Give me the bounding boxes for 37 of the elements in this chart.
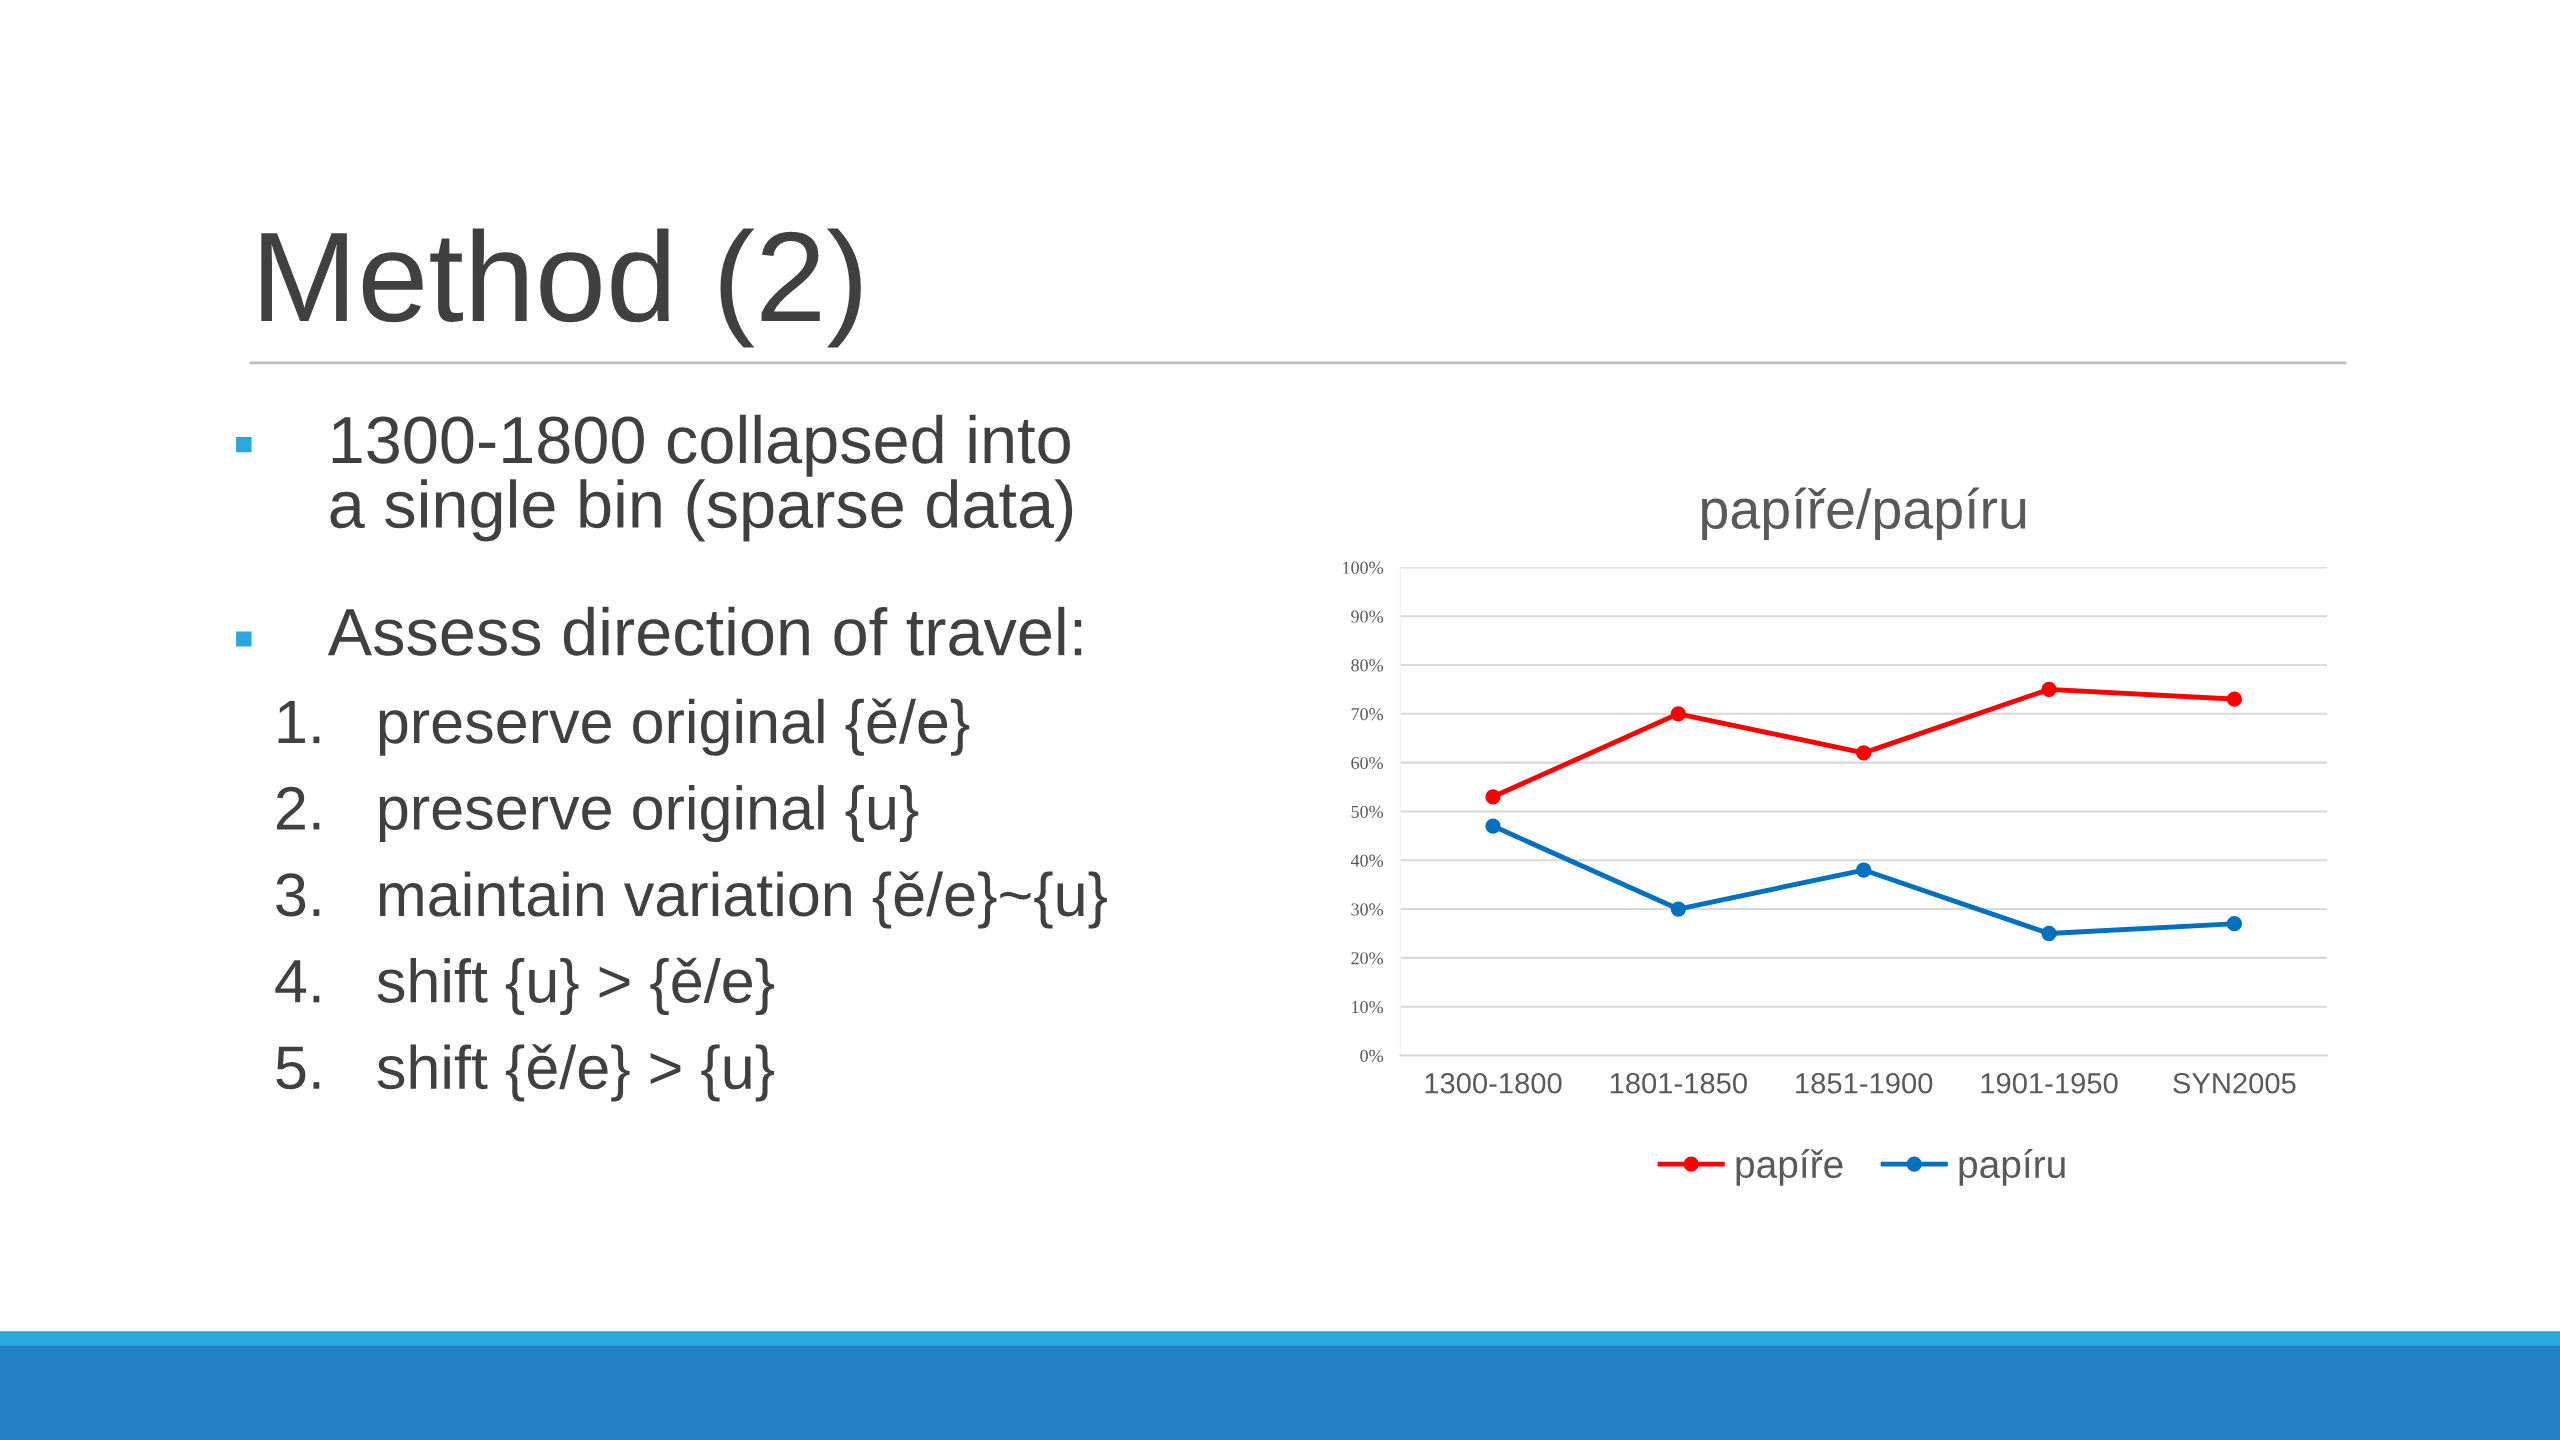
y-tick-label: 100%: [1343, 561, 1384, 574]
text: Method (2): [261, 228, 861, 348]
x-tick-label: 1901-1950: [1981, 1072, 2118, 1094]
point: [2226, 691, 2243, 707]
y-tick-label: 20%: [1351, 952, 1384, 965]
y-tick-label: 60%: [1351, 756, 1384, 770]
x-tick-label: SYN2005: [2173, 1072, 2296, 1094]
x-tick-label: 1851-1900: [1796, 1072, 1933, 1094]
y-tick-label: 90%: [1351, 610, 1384, 623]
x-tick-label: 1300-1800: [1425, 1072, 1562, 1094]
text: Assess direction of travel:: [327, 606, 1082, 656]
point: [1856, 745, 1872, 761]
y-tick-label: 10%: [1352, 1000, 1384, 1014]
y-tick-label: 40%: [1350, 854, 1384, 867]
point: [1670, 706, 1686, 722]
y-tick-label: 30%: [1351, 903, 1384, 916]
point: [1856, 862, 1872, 878]
point: [1485, 818, 1501, 834]
legend-label: papíře: [1736, 1149, 1843, 1186]
text: 4. shift {u} > {ě/e}: [275, 957, 774, 1015]
point: [2041, 925, 2057, 942]
y-tick-label: 0%: [1360, 1049, 1384, 1063]
text: 2. preserve original {u}: [276, 785, 919, 843]
chart-title: papíře/papíru: [1702, 487, 2026, 540]
text: 1300-1800 collapsed into a single bin (sparse data): [330, 414, 1073, 542]
point: [2226, 916, 2243, 932]
y-tick-label: 70%: [1351, 708, 1384, 721]
text: 5. shift {ě/e} > {u}: [276, 1044, 774, 1102]
point: [1485, 789, 1501, 805]
point: [1670, 901, 1686, 917]
y-tick-label: 50%: [1351, 805, 1384, 818]
x-tick-label: 1801-1850: [1610, 1072, 1747, 1094]
text: 3. maintain variation {ě/e}~{u}: [276, 871, 1107, 929]
point: [2041, 681, 2057, 698]
y-tick-label: 80%: [1351, 659, 1384, 672]
legend-label: papíru: [1959, 1149, 2065, 1186]
text: 1. preserve original {ě/e}: [278, 698, 970, 756]
